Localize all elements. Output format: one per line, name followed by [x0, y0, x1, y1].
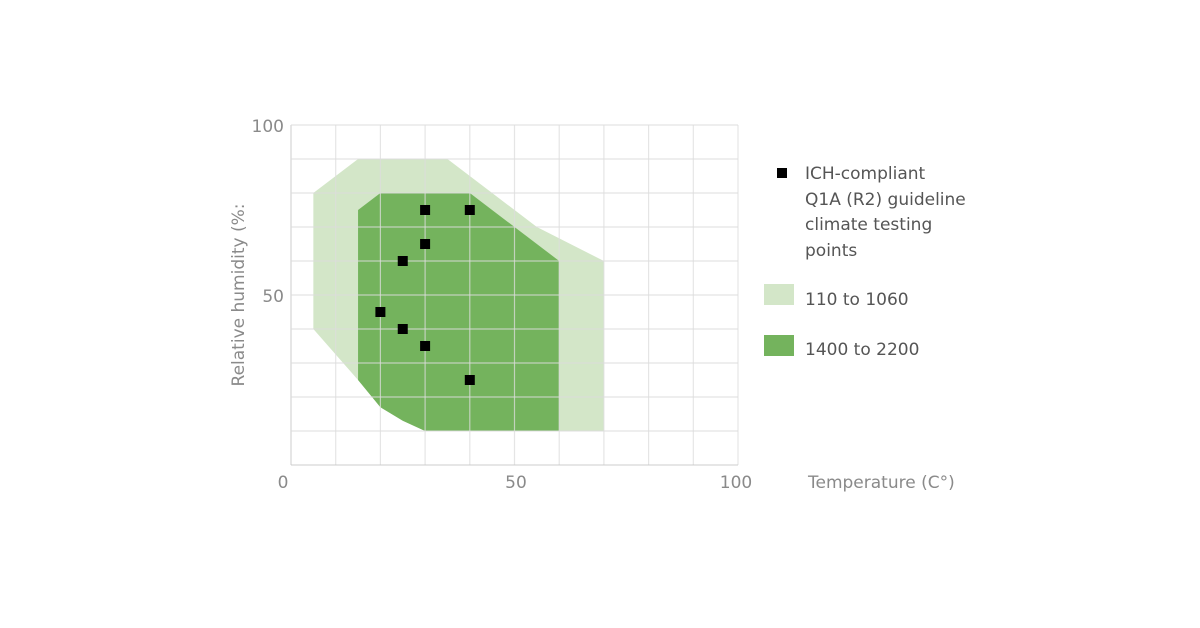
- legend-dark-label: 1400 to 2200: [805, 340, 919, 360]
- x-tick-label: 50: [505, 473, 527, 493]
- x-tick-label: 0: [278, 473, 289, 493]
- legend: ICH-compliant Q1A (R2) guideline climate…: [764, 164, 966, 360]
- x-axis-label: Temperature (C°): [807, 473, 955, 493]
- data-point: [464, 205, 475, 215]
- data-point: [464, 375, 475, 385]
- y-tick-label: 50: [262, 287, 284, 307]
- legend-points-line: ICH-compliant: [805, 164, 926, 184]
- data-point: [420, 239, 431, 249]
- legend-point-marker: [777, 168, 787, 178]
- legend-light-label: 110 to 1060: [805, 290, 909, 310]
- legend-light-swatch: [764, 284, 794, 305]
- y-axis-label: Relative humidity (%:: [229, 204, 249, 387]
- data-point: [397, 324, 408, 334]
- legend-dark-swatch: [764, 335, 794, 356]
- data-point: [420, 341, 431, 351]
- points-layer: [375, 205, 475, 385]
- grid-layer: [290, 124, 739, 466]
- legend-points-line: Q1A (R2) guideline: [805, 190, 966, 210]
- data-point: [397, 256, 408, 266]
- zone-dark-area: [358, 193, 560, 431]
- legend-points-line: climate testing: [805, 215, 932, 235]
- y-tick-label: 100: [252, 117, 284, 137]
- x-tick-label: 100: [720, 473, 752, 493]
- legend-points-line: points: [805, 241, 857, 261]
- data-point: [420, 205, 431, 215]
- data-point: [375, 307, 386, 317]
